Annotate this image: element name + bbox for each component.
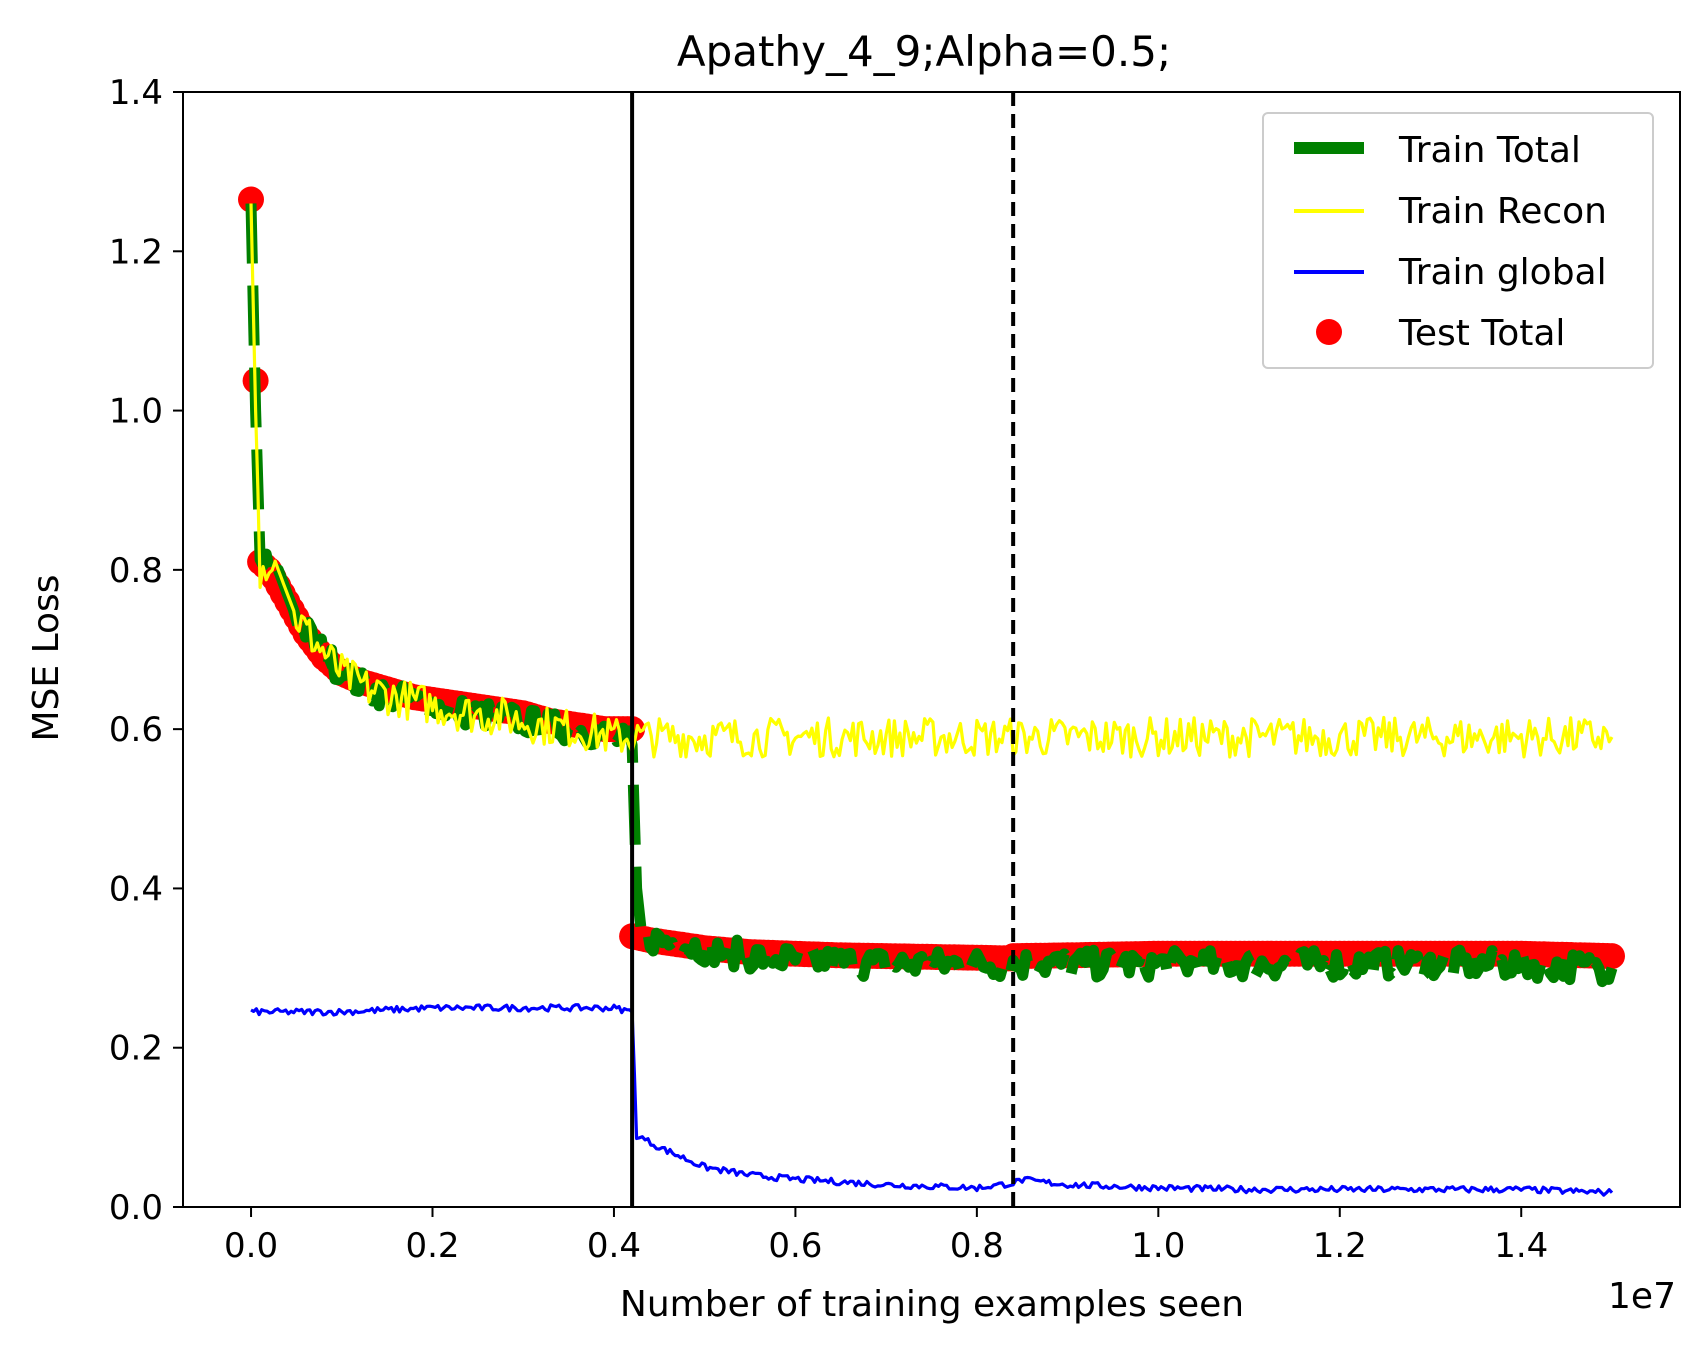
legend-label-train-recon: Train Recon	[1399, 191, 1608, 232]
test-total-point	[238, 186, 264, 213]
x-tick-label: 1.4	[1494, 1226, 1548, 1266]
y-tick-label: 0.6	[109, 710, 163, 750]
y-tick-label: 1.0	[109, 392, 163, 432]
y-axis: 0.0 0.2 0.4 0.6 0.8 1.0 1.2 1.4	[109, 73, 183, 1228]
legend-swatch-train-recon	[1294, 209, 1364, 213]
y-tick-label: 1.4	[109, 73, 163, 113]
x-tick-label: 0.0	[224, 1226, 278, 1266]
x-tick-label: 1.0	[1131, 1226, 1185, 1266]
legend-swatch-test-total	[1316, 319, 1342, 345]
legend-label-test-total: Test Total	[1399, 313, 1566, 354]
x-tick-label: 0.4	[587, 1226, 641, 1266]
legend-item-train-global: Train global	[1264, 246, 1652, 296]
y-tick-label: 0.8	[109, 551, 163, 591]
series-group	[238, 186, 1625, 1197]
x-tick-label: 0.8	[950, 1226, 1004, 1266]
y-tick-label: 0.2	[109, 1029, 163, 1069]
test-total-point	[1599, 943, 1625, 970]
y-tick-label: 0.4	[109, 869, 163, 909]
x-axis-label: Number of training examples seen	[620, 1284, 1244, 1325]
x-offset-label: 1e7	[1608, 1276, 1676, 1317]
plot-frame	[182, 91, 1681, 1208]
x-axis: 0.0 0.2 0.4 0.6 0.8 1.0 1.2 1.4	[224, 1207, 1548, 1266]
train-global-line	[250, 1003, 1614, 1197]
legend-label-train-global: Train global	[1399, 252, 1607, 293]
train-recon-line	[249, 203, 1614, 759]
x-tick-label: 0.2	[405, 1226, 459, 1266]
chart-title: Apathy_4_9;Alpha=0.5;	[677, 27, 1171, 76]
plot-area	[182, 91, 1681, 1208]
y-tick-label: 1.2	[109, 232, 163, 272]
legend-swatch-train-global	[1294, 270, 1364, 274]
legend-item-test-total: Test Total	[1264, 307, 1652, 357]
legend-label-train-total: Train Total	[1399, 130, 1581, 171]
legend-swatch-train-total	[1294, 142, 1364, 154]
legend-item-train-total: Train Total	[1264, 124, 1652, 174]
legend: Train Total Train Recon Train global Tes…	[1262, 112, 1654, 369]
x-tick-label: 0.6	[768, 1226, 822, 1266]
y-axis-label: MSE Loss	[26, 574, 67, 741]
legend-item-train-recon: Train Recon	[1264, 185, 1652, 235]
x-tick-label: 1.2	[1313, 1226, 1367, 1266]
train-total-line	[245, 203, 1618, 988]
y-tick-label: 0.0	[109, 1188, 163, 1228]
